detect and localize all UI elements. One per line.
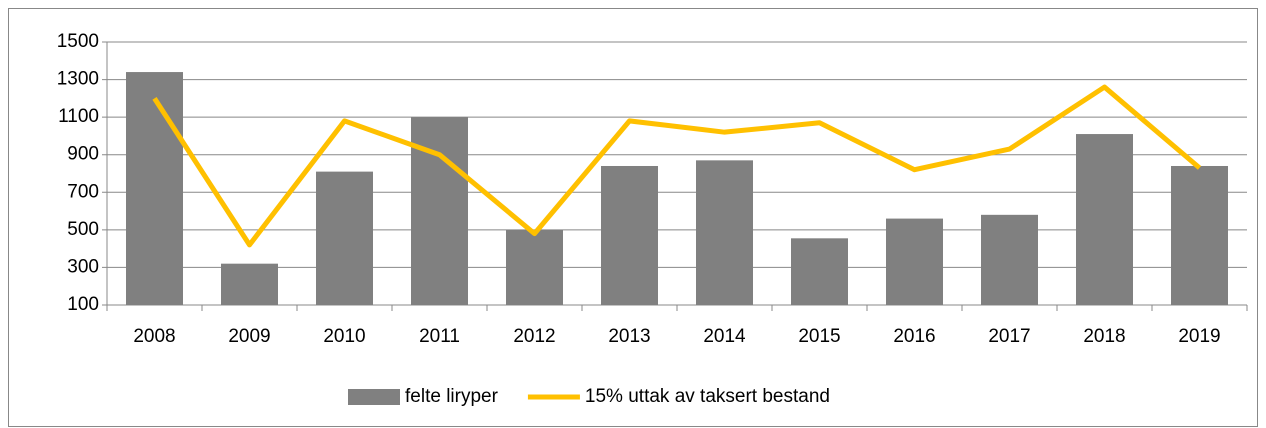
bar: [981, 214, 1038, 305]
bar: [126, 72, 183, 305]
bar: [1076, 134, 1133, 305]
x-tick-label: 2018: [1083, 326, 1125, 347]
x-tick-label: 2012: [513, 326, 555, 347]
line: [152, 84, 1202, 248]
bar: [316, 171, 373, 305]
y-tick-label: 500: [67, 219, 99, 240]
legend-swatch: [348, 389, 400, 405]
y-tick-label: 1500: [57, 31, 99, 52]
x-tick-label: 2014: [703, 326, 746, 347]
bar: [696, 160, 753, 305]
x-tick-label: 2019: [1178, 326, 1220, 347]
x-tick-label: 2009: [228, 326, 270, 347]
y-tick-label: 1100: [58, 106, 99, 127]
legend-label: 15% uttak av taksert bestand: [585, 386, 830, 407]
x-tick-label: 2011: [419, 326, 460, 347]
bar: [221, 263, 278, 305]
bar: [601, 165, 658, 305]
y-tick-label: 900: [67, 144, 99, 165]
bar: [506, 229, 563, 305]
x-tick-label: 2010: [323, 326, 365, 347]
x-tick-label: 2016: [893, 326, 935, 347]
x-tick-label: 2015: [798, 326, 840, 347]
x-tick-label: 2017: [988, 326, 1030, 347]
bar: [886, 218, 943, 305]
y-tick-label: 100: [67, 294, 99, 315]
y-tick-label: 1300: [57, 69, 99, 90]
y-tick-label: 700: [67, 181, 99, 202]
legend-label: felte liryper: [405, 386, 499, 407]
bar: [791, 238, 848, 305]
bar: [1171, 165, 1228, 305]
y-tick-label: 300: [67, 256, 99, 277]
x-tick-label: 2008: [133, 326, 175, 347]
x-tick-label: 2013: [608, 326, 650, 347]
